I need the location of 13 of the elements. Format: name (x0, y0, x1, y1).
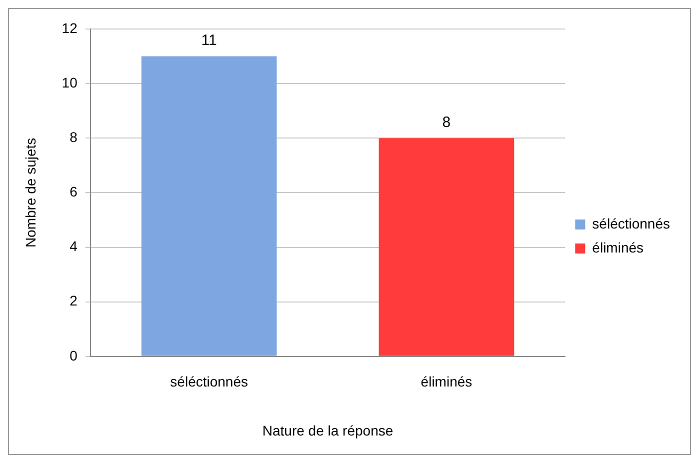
legend-label: séléctionnés (592, 215, 670, 232)
legend-label: éliminés (592, 239, 644, 256)
data-label: 11 (201, 32, 217, 49)
y-tick-label: 6 (70, 184, 78, 200)
x-axis-title: Nature de la réponse (262, 422, 394, 438)
y-tick-label: 2 (70, 292, 78, 309)
data-label: 8 (442, 114, 451, 131)
y-tick-label: 0 (70, 347, 78, 364)
y-tick-label: 10 (62, 74, 78, 90)
y-tick-label: 8 (70, 128, 78, 145)
y-tick-label: 12 (62, 20, 78, 36)
y-axis-title: Nombre de sujets (22, 138, 38, 248)
y-tick-label: 4 (70, 238, 78, 254)
